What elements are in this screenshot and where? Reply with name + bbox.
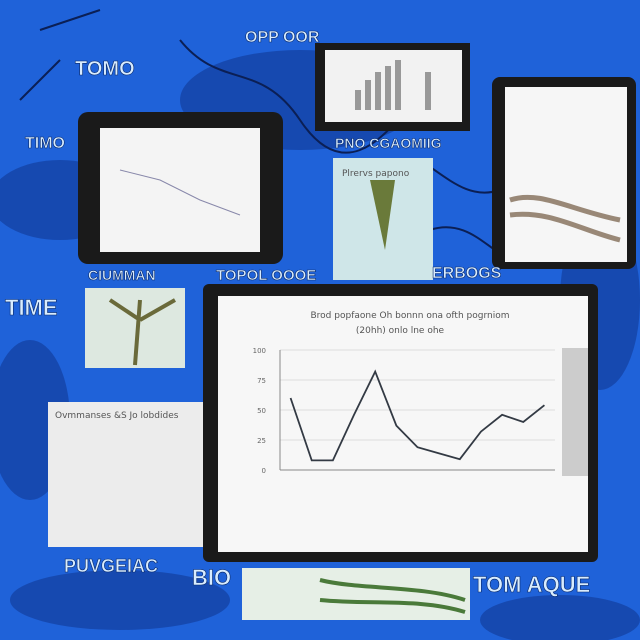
line-series [289, 369, 545, 462]
y-tick-label: 100 [253, 347, 266, 355]
chart-subtitle: (20hh) onlo lne ohe [356, 326, 445, 336]
panel [505, 87, 627, 262]
label: TOPOL OOOE [216, 267, 316, 284]
label: BIO [192, 565, 231, 590]
chart-title: Brod popfaone Oh bonnn ona ofth pogrniom [311, 311, 510, 321]
label: TIMO [25, 135, 65, 152]
panel-caption: Plrervs papono [342, 169, 410, 179]
label: CIUMMAN [88, 267, 156, 283]
side-strip [562, 348, 588, 476]
y-tick-label: 0 [262, 467, 266, 475]
label: OPP OOR [245, 29, 320, 46]
mini-bars [355, 60, 431, 110]
label: ERBOGS [432, 265, 502, 282]
mini-line [119, 169, 241, 216]
label: TIME [5, 295, 58, 320]
roots [509, 194, 621, 243]
plant [370, 180, 395, 250]
leaves [319, 578, 466, 614]
y-tick-label: 25 [257, 437, 266, 445]
y-tick-label: 75 [257, 377, 266, 385]
label: TOMO [75, 58, 135, 80]
panel-caption: Ovmmanses &S Jo lobdides [55, 411, 179, 421]
tree [108, 298, 176, 366]
panel [325, 50, 462, 122]
label: PNO CGAOMIIG [335, 135, 442, 151]
line-chart: 0 25 50 75 100 [253, 347, 555, 475]
panel [48, 402, 208, 547]
label: PUVGEIAC [64, 556, 158, 576]
label: TOM AQUE [473, 572, 590, 597]
y-tick-label: 50 [257, 407, 266, 415]
